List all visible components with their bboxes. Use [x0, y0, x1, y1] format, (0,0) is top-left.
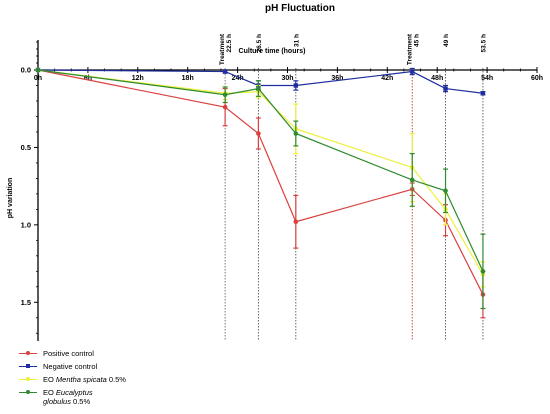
- x-tick-label: 60h: [531, 75, 543, 82]
- data-point: [35, 67, 41, 73]
- data-point: [443, 86, 448, 91]
- x-tick-label: 6h: [84, 75, 92, 82]
- annotation-label: 45 h: [413, 34, 420, 47]
- series-layer: [35, 67, 486, 319]
- annotation-layer: Treatment 22.5 h 26.5 h 31 h Treatment 45 h 49…: [219, 33, 487, 341]
- annotation-label: 26.5 h: [256, 34, 263, 52]
- y-axis-title: pH variation: [7, 178, 14, 218]
- x-tick-label: 36h: [331, 75, 343, 82]
- series-line: [37, 69, 484, 295]
- chart-title: pH Fluctuation: [265, 3, 335, 14]
- legend-label: Positive control: [43, 349, 94, 358]
- annotation-label: 31 h: [293, 34, 300, 47]
- legend-swatch: [18, 388, 38, 397]
- legend-swatch: [18, 375, 38, 384]
- x-tick-label: 12h: [132, 75, 144, 82]
- chart-legend: Positive control Negative control EO Menth…: [18, 349, 178, 410]
- annotation-label: 22.5 h: [226, 34, 233, 52]
- x-tick-label: 0h: [34, 75, 42, 82]
- series-2: [35, 67, 486, 288]
- data-point: [443, 188, 448, 194]
- data-point: [293, 131, 299, 136]
- x-tick-label: 54h: [481, 75, 493, 82]
- legend-item: Negative control: [18, 362, 178, 375]
- data-point: [409, 177, 415, 183]
- legend-label: EO Mentha spicata 0.5%: [43, 375, 126, 384]
- data-point: [256, 86, 261, 91]
- annotation-label: Treatment: [219, 33, 226, 65]
- y-tick-label: 0.5: [21, 143, 31, 152]
- series-0: [35, 67, 486, 319]
- annotation-label: Treatment: [406, 33, 413, 65]
- y-tick-label: 0.0: [21, 66, 31, 75]
- x-axis-title: Culture time (hours): [239, 48, 306, 55]
- data-point: [222, 104, 228, 110]
- legend-swatch: [18, 362, 38, 371]
- legend-swatch: [18, 349, 38, 358]
- axes-layer: pH Fluctuation Culture time (hours) pH v…: [7, 3, 543, 341]
- annotation-label: 49 h: [443, 34, 450, 47]
- x-tick-label: 42h: [381, 75, 393, 82]
- data-point: [222, 69, 228, 74]
- legend-label: EO Eucalyptus globulus 0.5%: [43, 388, 93, 406]
- annotation-label: 53.5 h: [480, 34, 487, 52]
- data-point: [480, 269, 486, 274]
- data-point: [256, 131, 261, 136]
- data-point: [410, 69, 415, 74]
- series-3: [35, 67, 486, 310]
- data-point: [222, 92, 228, 98]
- legend-item: Positive control: [18, 349, 178, 362]
- series-line: [37, 69, 484, 275]
- legend-item: EO Eucalyptus globulus 0.5%: [18, 388, 178, 410]
- x-tick-label: 24h: [232, 75, 244, 82]
- x-tick-label: 30h: [281, 75, 293, 82]
- x-tick-label: 18h: [182, 75, 194, 82]
- y-tick-label: 1.0: [21, 220, 31, 229]
- x-tick-label: 48h: [431, 75, 443, 82]
- data-point: [293, 83, 299, 88]
- y-tick-label: 1.5: [21, 298, 31, 307]
- series-line: [37, 69, 484, 272]
- data-point: [293, 219, 299, 225]
- legend-item: EO Mentha spicata 0.5%: [18, 375, 178, 388]
- data-point: [480, 91, 486, 96]
- legend-label: Negative control: [43, 362, 98, 371]
